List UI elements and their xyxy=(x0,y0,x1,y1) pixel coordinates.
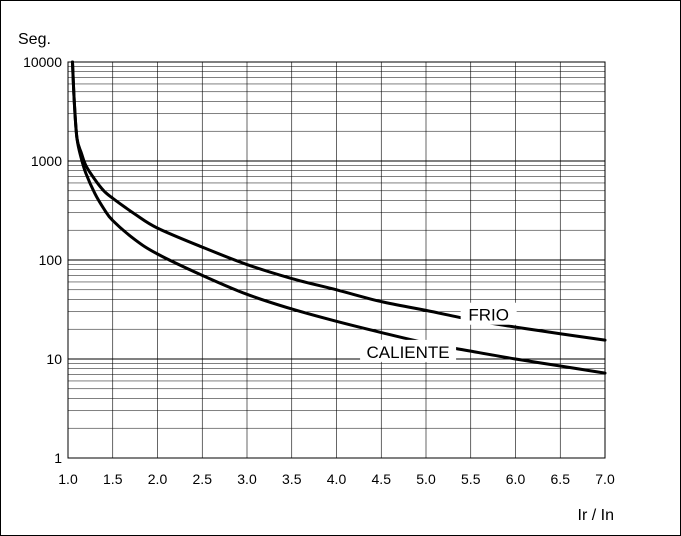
y-axis-label: Seg. xyxy=(18,31,51,48)
series-line-frio xyxy=(70,60,607,342)
x-tick-label: 7.0 xyxy=(595,471,615,487)
y-tick-label: 10 xyxy=(46,351,62,367)
x-tick-label: 4.5 xyxy=(372,471,392,487)
series-layer xyxy=(70,60,607,375)
series-label-frio: FRIO xyxy=(468,306,509,325)
y-tick-label: 1000 xyxy=(31,153,62,169)
x-tick-label: 1.0 xyxy=(58,471,78,487)
series-label-bg xyxy=(360,339,457,362)
x-tick-label: 1.5 xyxy=(103,471,123,487)
plot-area-border xyxy=(67,61,606,459)
series-label-bg xyxy=(460,302,517,325)
x-tick-label: 3.5 xyxy=(282,471,302,487)
x-tick-label: 5.5 xyxy=(461,471,481,487)
x-tick-label: 2.5 xyxy=(193,471,213,487)
x-tick-label: 4.0 xyxy=(327,471,347,487)
x-axis-label: Ir / In xyxy=(578,507,614,524)
series-line-caliente xyxy=(70,60,607,375)
y-tick-label: 10000 xyxy=(23,54,62,70)
x-tick-labels: 1.0 1.5 2.0 2.5 3.0 3.5 4.0 4.5 5.0 5.5 6.0 6.5 7.0 xyxy=(58,471,615,487)
y-tick-label: 100 xyxy=(39,252,63,268)
series-labels: FRIO CALIENTE xyxy=(360,302,517,362)
x-tick-label: 6.5 xyxy=(551,471,571,487)
x-tick-label: 3.0 xyxy=(237,471,257,487)
y-tick-label: 1 xyxy=(54,450,62,466)
x-tick-label: 5.0 xyxy=(416,471,436,487)
y-tick-labels: 1 10 100 1000 10000 xyxy=(23,54,62,466)
x-tick-label: 6.0 xyxy=(506,471,526,487)
x-tick-label: 2.0 xyxy=(148,471,168,487)
series-label-caliente: CALIENTE xyxy=(367,343,450,362)
